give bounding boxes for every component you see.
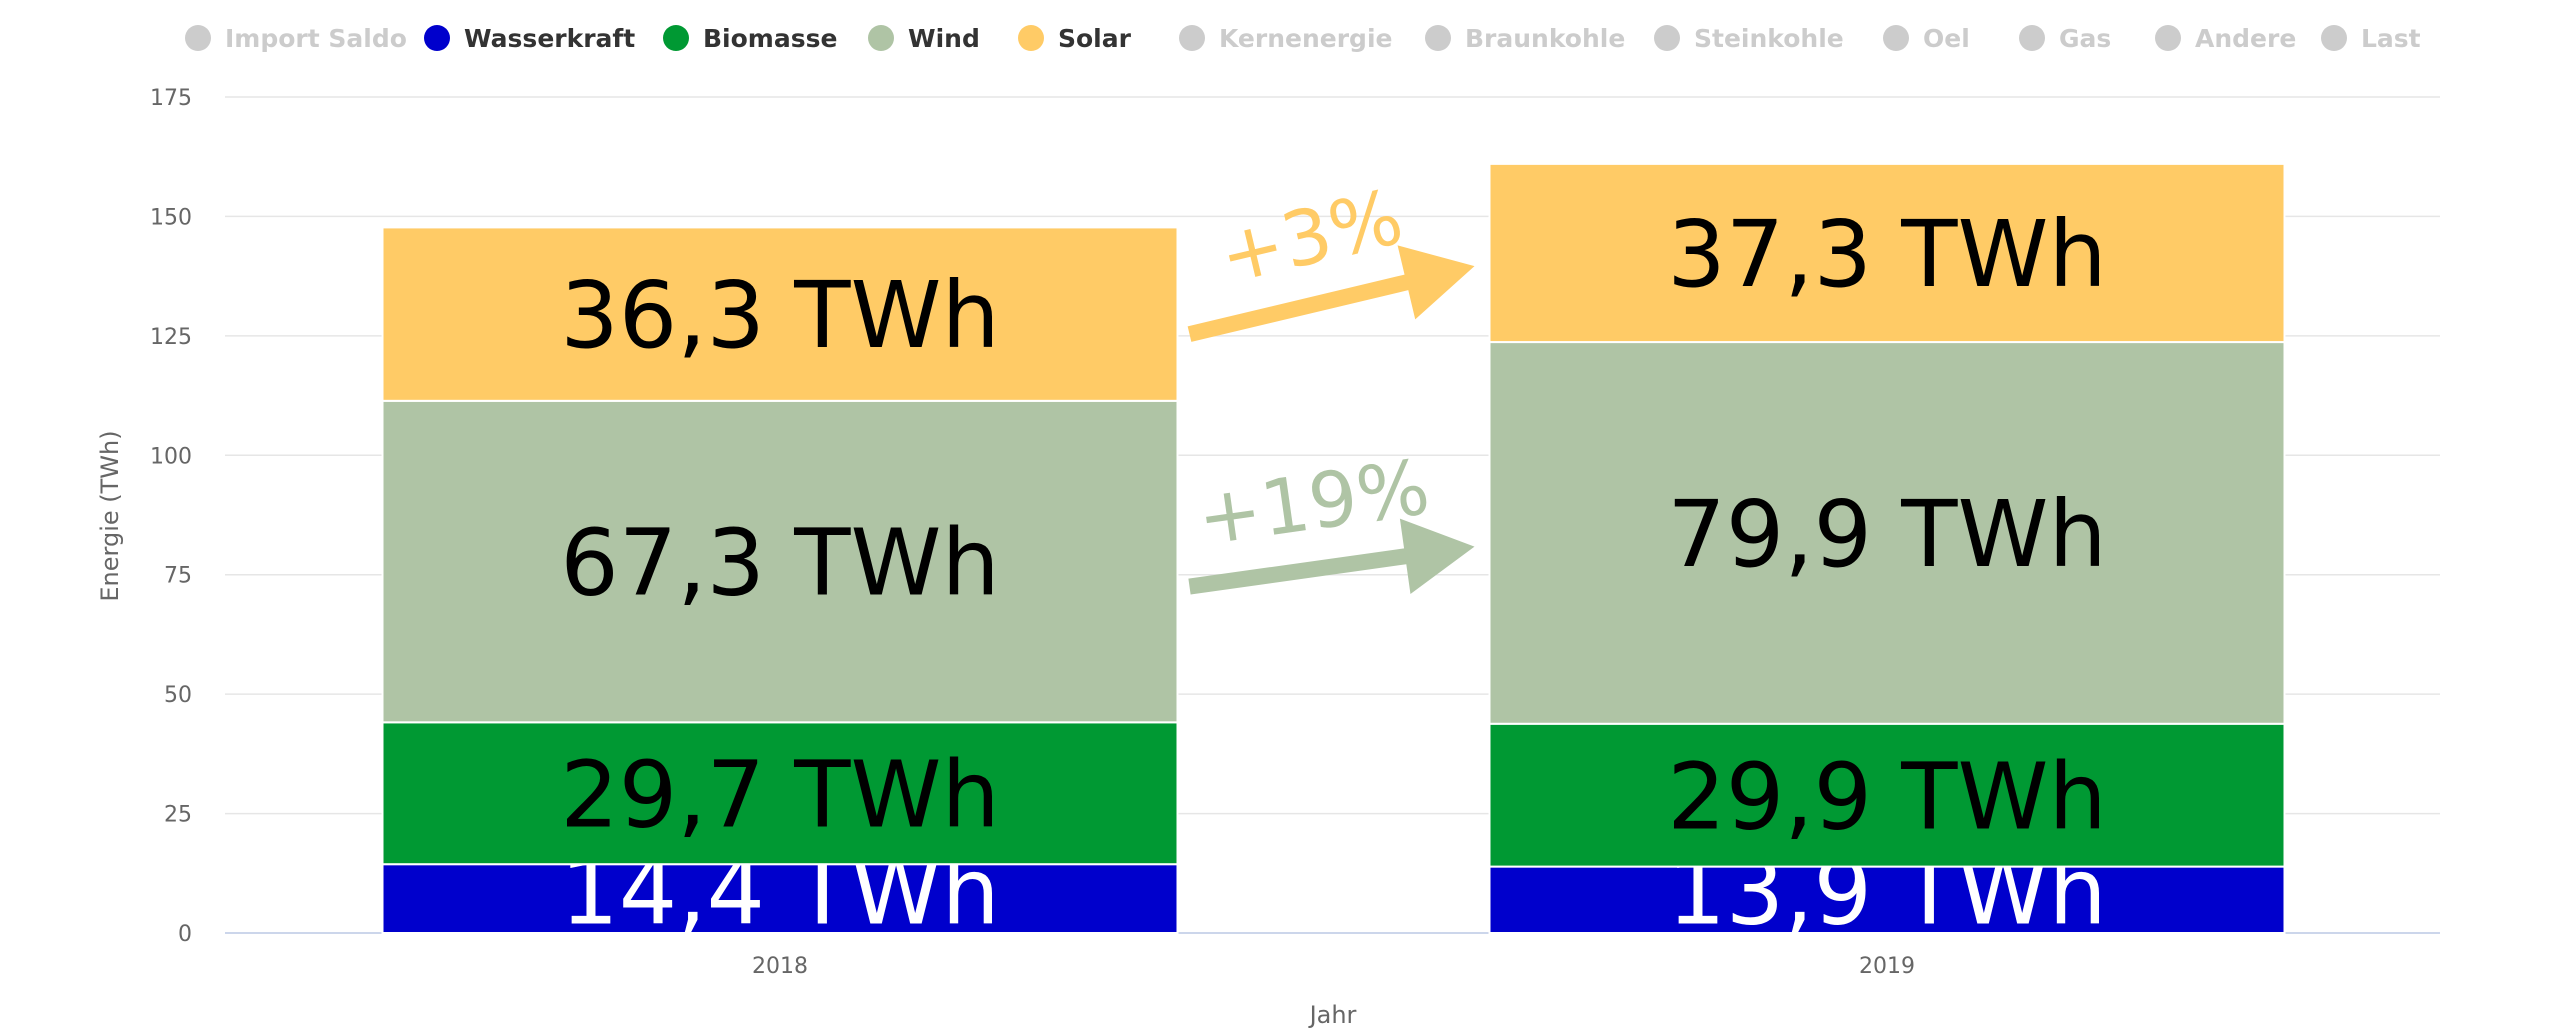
legend-marker [1179, 25, 1205, 51]
y-tick-label: 75 [164, 564, 192, 589]
y-tick-label: 100 [150, 444, 192, 469]
legend-marker [2019, 25, 2045, 51]
legend-marker [2155, 25, 2181, 51]
y-tick-label: 0 [178, 922, 192, 947]
bar-segment-wasserkraft-2018 [381, 863, 1179, 935]
growth-arrow-solar [1187, 245, 1475, 342]
x-axis: 2018 2019 [752, 954, 1915, 979]
legend-item-braunkohle[interactable]: Braunkohle [1465, 24, 1625, 53]
y-tick-label: 125 [150, 325, 192, 350]
legend-marker [1883, 25, 1909, 51]
annotations: +3%+19% [1187, 172, 1475, 595]
y-tick-label: 150 [150, 205, 192, 230]
y-tick-label: 175 [150, 86, 192, 111]
x-tick-label: 2019 [1859, 954, 1915, 979]
data-label-solar-2019: 37,3 TWh [1667, 201, 2107, 308]
bar-segment-wasserkraft-2019 [1488, 865, 2286, 934]
legend-item-wasserkraft[interactable]: Wasserkraft [464, 24, 635, 53]
growth-label-wind: +19% [1192, 442, 1435, 562]
legend-marker [185, 25, 211, 51]
legend-item-steinkohle[interactable]: Steinkohle [1694, 24, 1844, 53]
legend-marker [1425, 25, 1451, 51]
legend-item-wind[interactable]: Wind [908, 24, 980, 53]
bar-segment-wind-2018 [381, 399, 1179, 724]
data-label-wind-2018: 67,3 TWh [560, 510, 1000, 617]
growth-arrow-wind [1188, 518, 1475, 595]
legend-marker [1018, 25, 1044, 51]
legend-marker [424, 25, 450, 51]
legend-item-gas[interactable]: Gas [2059, 24, 2111, 53]
data-label-solar-2018: 36,3 TWh [560, 262, 1000, 369]
bar-segment-wind-2019 [1488, 341, 2286, 725]
y-axis-title: Energie (TWh) [96, 430, 124, 601]
legend-item-last[interactable]: Last [2361, 24, 2421, 53]
bar-segment-biomasse-2019 [1488, 722, 2286, 868]
x-axis-title: Jahr [1308, 1001, 1357, 1029]
data-label-biomasse-2018: 29,7 TWh [560, 741, 1000, 848]
legend-marker [2321, 25, 2347, 51]
legend-item-import-saldo[interactable]: Import Saldo [225, 24, 407, 53]
legend-item-kernenergie[interactable]: Kernenergie [1219, 24, 1392, 53]
legend-marker [1654, 25, 1680, 51]
legend-marker [868, 25, 894, 51]
x-tick-label: 2018 [752, 954, 808, 979]
legend-marker [663, 25, 689, 51]
y-tick-label: 25 [164, 803, 192, 828]
data-label-wind-2019: 79,9 TWh [1667, 481, 2107, 588]
data-label-biomasse-2019: 29,9 TWh [1667, 743, 2107, 850]
legend: Import Saldo Wasserkraft Biomasse Wind Solar… [185, 24, 2421, 53]
bar-segment-solar-2018 [381, 226, 1179, 402]
legend-item-biomasse[interactable]: Biomasse [703, 24, 837, 53]
bar-segment-biomasse-2018 [381, 721, 1179, 866]
legend-item-oel[interactable]: Oel [1923, 24, 1970, 53]
y-axis: 0 25 50 75 100 125 150 175 [150, 86, 192, 947]
bar-segment-solar-2019 [1488, 162, 2286, 344]
legend-item-andere[interactable]: Andere [2195, 24, 2296, 53]
y-tick-label: 50 [164, 683, 192, 708]
legend-item-solar[interactable]: Solar [1058, 24, 1132, 53]
